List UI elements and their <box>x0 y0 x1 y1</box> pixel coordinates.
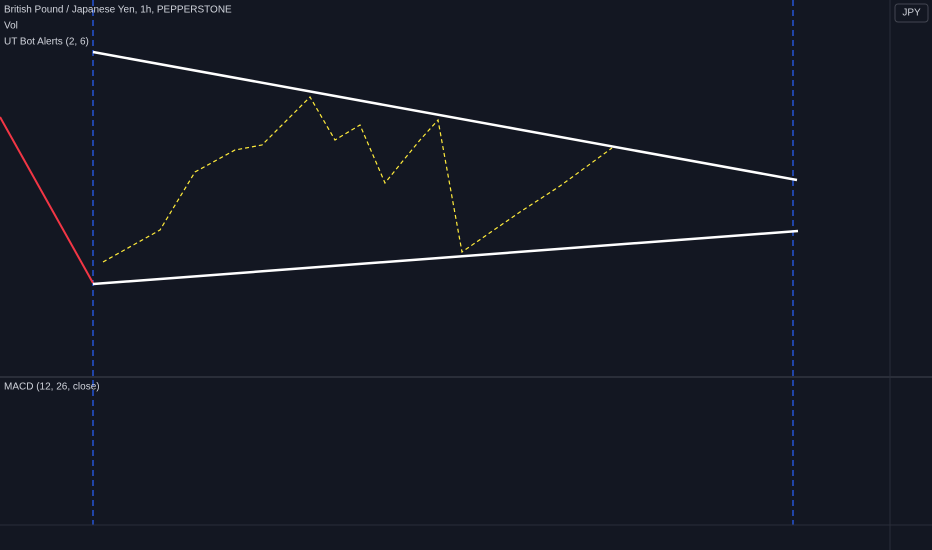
chart-title: British Pound / Japanese Yen, 1h, PEPPER… <box>4 5 232 16</box>
indicator-label: Vol <box>4 21 18 32</box>
trendline <box>92 229 799 286</box>
indicator-label: UT Bot Alerts (2, 6) <box>4 37 89 48</box>
indicator-label: MACD (12, 26, close) <box>4 382 100 393</box>
trendline <box>92 50 798 182</box>
zigzag <box>102 96 613 263</box>
currency-label[interactable]: JPY <box>902 8 921 19</box>
drawing-line <box>0 116 94 284</box>
currency-button[interactable] <box>894 3 929 23</box>
